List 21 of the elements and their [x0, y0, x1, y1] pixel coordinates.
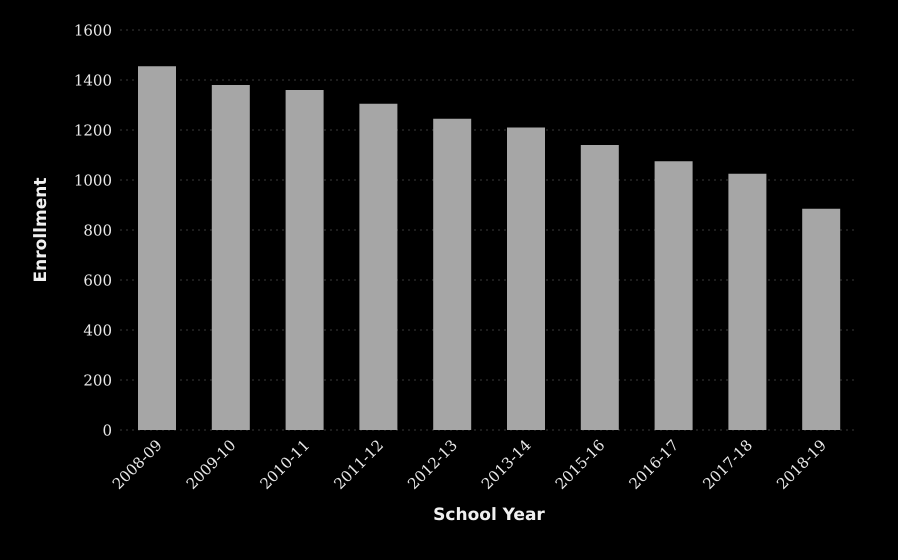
y-tick-label: 1400 [74, 71, 112, 90]
y-tick-label: 1600 [74, 21, 112, 40]
bar [433, 118, 472, 430]
y-tick-label: 400 [83, 321, 112, 340]
bar [580, 145, 619, 430]
y-axis-title: Enrollment [31, 178, 52, 282]
bar [286, 90, 324, 430]
bar [654, 161, 693, 430]
bar [728, 174, 766, 430]
y-tick-label: 200 [83, 371, 112, 390]
x-axis-title: School Year [433, 505, 546, 525]
bar [802, 208, 840, 430]
bar [138, 66, 176, 430]
y-tick-label: 0 [102, 421, 112, 440]
y-tick-label: 1000 [74, 171, 112, 190]
y-tick-label: 1200 [74, 121, 112, 140]
y-tick-label: 600 [83, 271, 112, 290]
bar [212, 85, 250, 430]
y-tick-label: 800 [83, 221, 112, 240]
bar [507, 128, 545, 430]
bar [359, 104, 398, 430]
